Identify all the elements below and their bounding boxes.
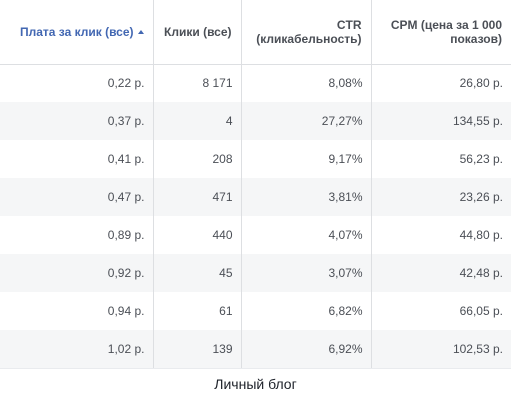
cell-cpm: 134,55 р. — [371, 102, 511, 140]
cell-cpc: 0,41 р. — [0, 140, 154, 178]
column-header-cpm[interactable]: CPM (цена за 1 000 показов) — [371, 0, 511, 65]
cell-cpm: 23,26 р. — [371, 178, 511, 216]
table-row: 0,89 р. 440 4,07% 44,80 р. — [0, 216, 511, 254]
cell-ctr: 27,27% — [241, 102, 372, 140]
sort-ascending-icon — [137, 29, 144, 34]
cell-ctr: 6,92% — [241, 330, 372, 369]
cell-clicks: 8 171 — [153, 64, 242, 102]
cell-cpc: 0,22 р. — [0, 64, 154, 102]
table-row: 0,94 р. 61 6,82% 66,05 р. — [0, 292, 511, 330]
cell-ctr: 3,81% — [241, 178, 372, 216]
cell-cpm: 42,48 р. — [371, 254, 511, 292]
cell-ctr: 3,07% — [241, 254, 372, 292]
table-row: 0,92 р. 45 3,07% 42,48 р. — [0, 254, 511, 292]
column-header-cpc[interactable]: Плата за клик (все) — [0, 0, 154, 65]
cell-ctr: 9,17% — [241, 140, 372, 178]
cell-cpm: 26,80 р. — [459, 76, 503, 91]
table-row: 0,37 р. 4 27,27% 134,55 р. — [0, 102, 511, 140]
column-header-ctr[interactable]: CTR (кликабельность) — [241, 0, 372, 65]
cell-cpc: 0,89 р. — [0, 216, 154, 254]
table-body: 0,22 р. 8 171 8,08% 26,80 р. 0,37 р. 4 2… — [0, 64, 511, 369]
cell-ctr: 4,07% — [241, 216, 372, 254]
cell-clicks: 440 — [153, 216, 242, 254]
column-header-label: CTR (кликабельность) — [256, 17, 362, 46]
column-header-clicks[interactable]: Клики (все) — [153, 0, 242, 65]
cell-ctr: 8,08% — [241, 64, 372, 102]
cell-cpc: 0,47 р. — [0, 178, 154, 216]
column-header-label: CPM (цена за 1 000 показов) — [390, 17, 502, 46]
cell-ctr: 6,82% — [241, 292, 372, 330]
table-row: 0,22 р. 8 171 8,08% 26,80 р. — [0, 64, 511, 102]
cell-cpc: 0,94 р. — [0, 292, 154, 330]
table-row: 0,47 р. 471 3,81% 23,26 р. — [0, 178, 511, 216]
cell-cpc: 1,02 р. — [0, 330, 154, 369]
caption: Личный блог — [214, 376, 297, 392]
column-header-label: Клики (все) — [164, 24, 232, 39]
table-header: Плата за клик (все) Клики (все) CTR (кли… — [0, 0, 511, 65]
cell-clicks: 45 — [153, 254, 242, 292]
cell-clicks: 139 — [153, 330, 242, 369]
cell-cpm: 66,05 р. — [459, 304, 503, 318]
cell-clicks: 61 — [153, 292, 242, 330]
table-row: 1,02 р. 139 6,92% 102,53 р. — [0, 330, 511, 369]
cell-clicks: 4 — [153, 102, 242, 140]
cell-cpc: 0,37 р. — [0, 102, 154, 140]
header-row: Плата за клик (все) Клики (все) CTR (кли… — [0, 0, 511, 65]
cell-cpm: 102,53 р. — [371, 330, 511, 369]
cell-cpm: 44,80 р. — [459, 228, 503, 242]
cell-cpm: 56,23 р. — [459, 152, 503, 166]
column-header-label: Плата за клик (все) — [19, 24, 134, 39]
table-row: 0,41 р. 208 9,17% 56,23 р. — [0, 140, 511, 178]
cell-clicks: 208 — [153, 140, 242, 178]
cell-clicks: 471 — [153, 178, 242, 216]
cell-cpc: 0,92 р. — [0, 254, 154, 292]
ads-stats-table: Плата за клик (все) Клики (все) CTR (кли… — [0, 0, 511, 369]
